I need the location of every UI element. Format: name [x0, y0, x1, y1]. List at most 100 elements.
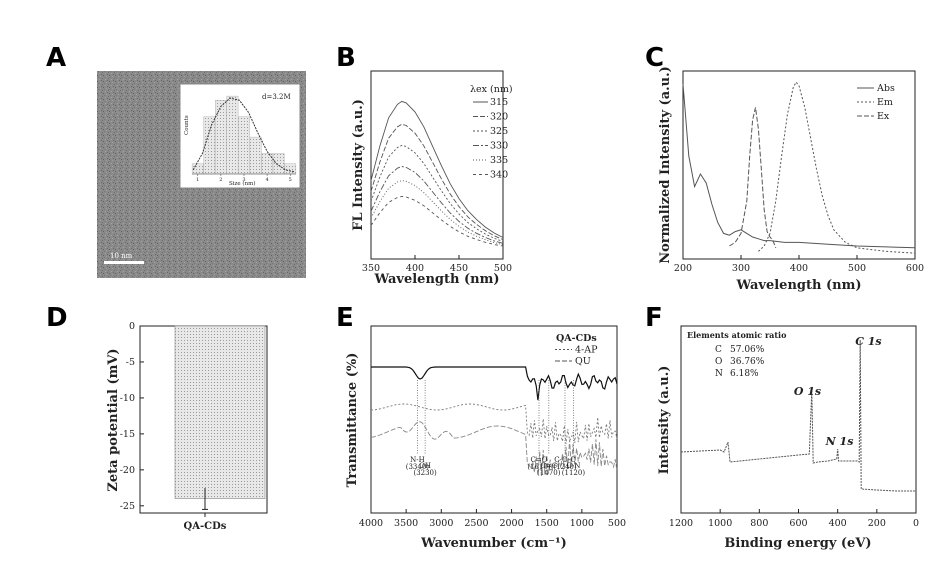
histogram-tick-label: 1 — [196, 177, 199, 183]
annotation-wavenumber: (3230) — [413, 469, 437, 477]
ratio-element: C — [715, 345, 722, 355]
tick-label: 0 — [913, 518, 919, 529]
panel-b-legend: λex (nm) 315 320 325 330 335 340 — [470, 84, 513, 181]
legend-entry: QU — [575, 356, 591, 367]
ratio-value: 57.06% — [730, 345, 765, 355]
panel-d-ylabel: Zeta potential (mV) — [106, 348, 121, 491]
tick-label: 600 — [789, 518, 807, 529]
category-label: QA-CDs — [184, 521, 227, 532]
peak-label: C 1s — [855, 335, 881, 348]
legend-entry: 335 — [490, 155, 508, 166]
panel-c-xlabel: Wavelength (nm) — [736, 278, 862, 293]
histogram-annotation: d=3.2M — [262, 93, 291, 101]
ftir-curve-4-ap — [371, 404, 617, 444]
legend-entry: 320 — [490, 112, 508, 123]
histogram-bar — [227, 96, 238, 174]
tick-label: 400 — [829, 518, 847, 529]
legend-entry: Abs — [876, 83, 895, 94]
legend-entry: QA-CDs — [556, 333, 597, 344]
legend-entry: 315 — [490, 97, 508, 108]
panel-f-xlabel: Binding energy (eV) — [724, 536, 871, 551]
tick-label: -25 — [120, 501, 135, 512]
peak-label: O 1s — [794, 385, 821, 398]
tick-label: -10 — [120, 393, 135, 404]
tick-label: 3500 — [394, 518, 418, 529]
panel-c-normalized: 200300400500600 AbsEmEx Wavelength (nm) … — [658, 66, 924, 293]
panel-e-legend: QA-CDs4-APQU — [555, 333, 598, 367]
scale-bar — [104, 261, 144, 264]
tick-label: 300 — [732, 263, 750, 274]
panel-e-ylabel: Transmittance (%) — [345, 353, 360, 488]
ratio-value: 36.76% — [730, 357, 765, 367]
panel-b-ylabel: FL Intensity (a.u.) — [351, 99, 366, 231]
panel-e-ftir: N-H(3340)OH(3230)C=O(1610)C=C(1470)C-O-C… — [345, 326, 626, 551]
legend-entry: 340 — [490, 170, 508, 181]
ratio-element: O — [715, 357, 722, 367]
fl-curves — [371, 101, 503, 246]
legend-entry: 325 — [490, 126, 508, 137]
histogram-xlabel: Size (nm) — [229, 180, 255, 187]
tick-label: 500 — [608, 518, 626, 529]
tick-label: 600 — [906, 263, 924, 274]
histogram-bar — [273, 154, 284, 175]
histogram-ylabel: Counts — [184, 115, 190, 135]
panel-c-x-ticks: 200 300 400 500 600 — [674, 255, 924, 274]
legend-entry: Em — [877, 97, 893, 108]
panel-label-b: B — [336, 43, 356, 73]
panel-c-ylabel: Normalized Intensity (a.u.) — [658, 66, 673, 264]
tick-label: 1500 — [535, 518, 559, 529]
panel-label-e: E — [336, 303, 354, 333]
fl-curve-340 — [371, 196, 503, 246]
atomic-ratio-title: Elements atomic ratio — [687, 330, 787, 340]
panel-label-f: F — [645, 303, 663, 333]
tick-label: 2000 — [499, 518, 523, 529]
panel-f-x-ticks: 1200 1000 800 600 400 200 0 — [669, 509, 919, 529]
tick-label: -20 — [120, 465, 135, 476]
tick-label: 200 — [674, 263, 692, 274]
ftir-curves — [371, 367, 617, 476]
peak-label: N 1s — [825, 435, 854, 448]
panel-f-ylabel: Intensity (a.u.) — [657, 366, 672, 475]
panel-e-x-ticks: 4000350030002500200015001000500 — [359, 509, 626, 529]
zeta-bars — [175, 326, 265, 509]
histogram-tick-label: 5 — [289, 177, 292, 183]
tick-label: 1200 — [669, 518, 693, 529]
histogram-bar — [238, 117, 249, 174]
tick-label: 1000 — [708, 518, 732, 529]
ftir-annotations: N-H(3340)OH(3230)C=O(1610)C=C(1470)C-O-C… — [406, 380, 586, 477]
ratio-element: N — [715, 369, 723, 379]
fl-curve-330 — [371, 167, 503, 244]
fl-curve-335 — [371, 181, 503, 245]
size-histogram-inset: 12345 Size (nm) Counts d=3.2M — [180, 84, 300, 188]
panel-b-fl-spectra: 350400450500 λex (nm)315320325330335340 … — [351, 71, 513, 287]
fl-curve-320 — [371, 124, 503, 239]
scale-bar-label: 10 nm — [110, 252, 133, 260]
curve-ex — [729, 107, 775, 247]
atomic-ratio-list: C 57.06% O 36.76% N 6.18% — [715, 345, 765, 379]
tick-label: 500 — [848, 263, 866, 274]
tick-label: 0 — [129, 321, 135, 332]
histogram-tick-label: 4 — [266, 177, 269, 183]
tick-label: 4000 — [359, 518, 383, 529]
tick-label: 3000 — [429, 518, 453, 529]
fl-curve-325 — [371, 145, 503, 241]
legend-entry: 330 — [490, 141, 508, 152]
legend-title: λex (nm) — [470, 84, 513, 95]
panel-a-tem: 10 nm 12345 Size (nm) Counts d=3.2M — [97, 71, 306, 278]
histogram-bar — [250, 137, 261, 174]
panel-d-zeta: 0-5-10-15-20-25 QA-CDs Zeta potential (m… — [106, 321, 267, 532]
histogram-tick-label: 2 — [219, 177, 222, 183]
zeta-bar — [175, 326, 265, 499]
legend-entry: Ex — [877, 111, 890, 122]
tick-label: 1000 — [570, 518, 594, 529]
legend-entry: 4-AP — [575, 345, 598, 356]
tick-label: 200 — [868, 518, 886, 529]
tick-label: 800 — [750, 518, 768, 529]
tick-label: 400 — [790, 263, 808, 274]
ratio-value: 6.18% — [730, 369, 759, 379]
panel-f-xps: C 1s O 1s N 1s 1200 1000 800 600 400 200 0 Eleme… — [657, 326, 919, 551]
panel-b-frame — [371, 71, 503, 259]
panel-label-d: D — [46, 303, 68, 333]
